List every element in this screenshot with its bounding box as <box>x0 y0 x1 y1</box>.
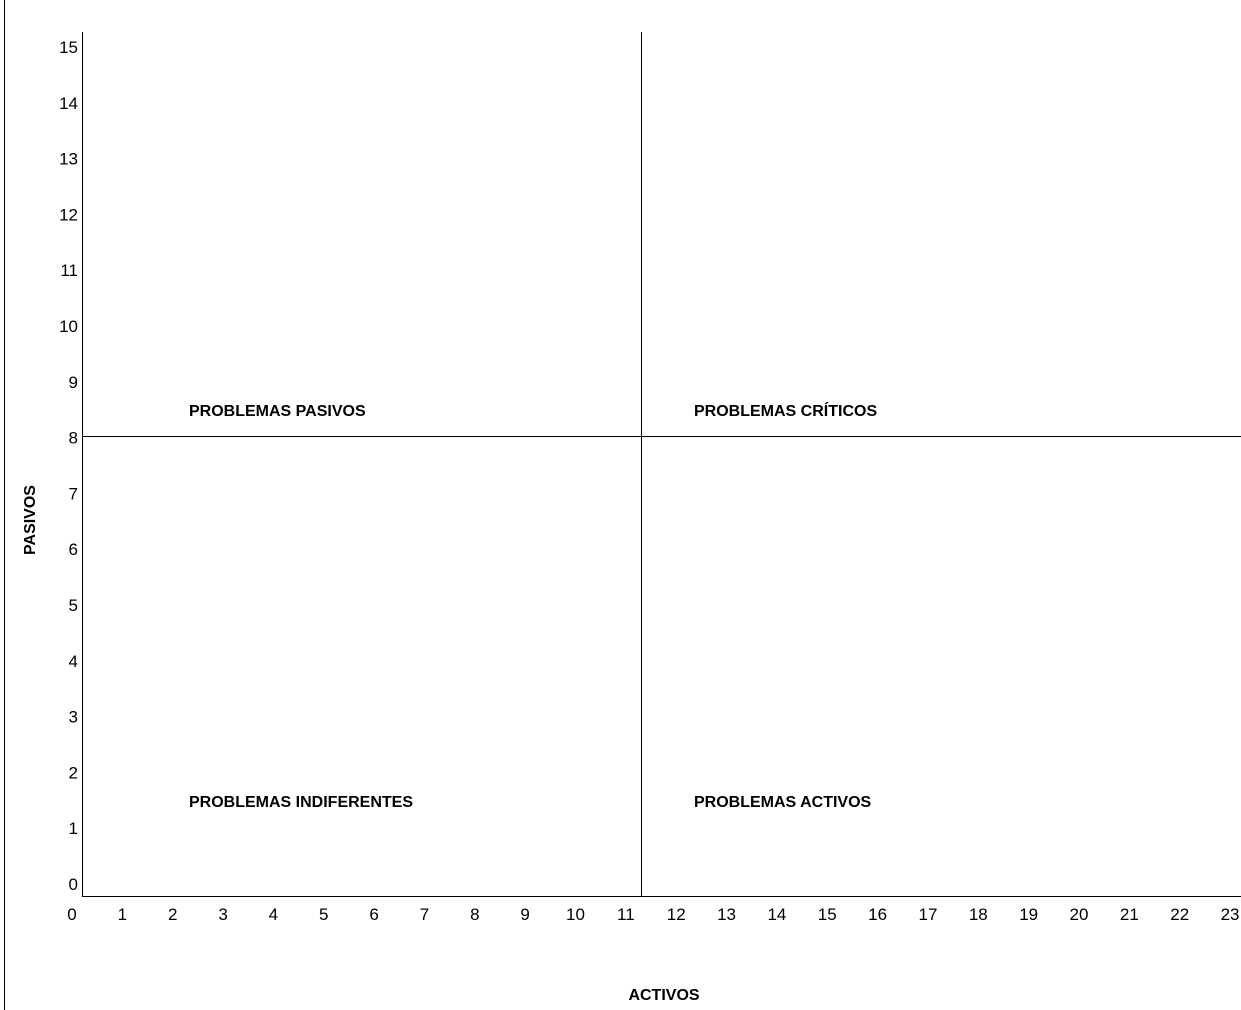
y-tick-label: 7 <box>69 484 78 503</box>
x-tick-label: 21 <box>1120 905 1139 924</box>
quadrant-label-bottom-right: PROBLEMAS ACTIVOS <box>694 794 872 811</box>
y-axis-title: PASIVOS <box>22 485 39 555</box>
x-tick-label: 3 <box>218 905 227 924</box>
y-tick-label: 10 <box>59 317 78 336</box>
x-tick-label: 8 <box>470 905 479 924</box>
x-tick-label: 15 <box>818 905 837 924</box>
quadrant-label-top-right: PROBLEMAS CRÍTICOS <box>694 401 877 420</box>
x-tick-label: 18 <box>969 905 988 924</box>
x-tick-label: 14 <box>767 905 786 924</box>
x-tick-label: 12 <box>667 905 686 924</box>
y-tick-label: 11 <box>60 261 78 280</box>
y-tick-label: 9 <box>69 373 78 392</box>
x-tick-label: 13 <box>717 905 736 924</box>
x-tick-label: 1 <box>118 905 127 924</box>
quadrant-label-bottom-left: PROBLEMAS INDIFERENTES <box>189 794 413 811</box>
y-tick-label: 1 <box>69 819 78 838</box>
x-tick-label: 0 <box>67 905 76 924</box>
x-tick-labels: 0 1 2 3 4 5 6 7 8 9 10 11 12 13 14 15 16 17 18 19 20 21 22 23 <box>67 905 1239 924</box>
y-tick-label: 6 <box>69 540 78 559</box>
x-tick-label: 11 <box>617 905 635 924</box>
x-axis-title: ACTIVOS <box>628 987 699 1004</box>
x-tick-label: 23 <box>1221 905 1240 924</box>
x-tick-label: 22 <box>1170 905 1189 924</box>
y-tick-label: 14 <box>59 94 78 113</box>
y-tick-label: 0 <box>69 875 78 894</box>
y-tick-label: 3 <box>69 708 78 727</box>
x-tick-label: 16 <box>868 905 887 924</box>
y-tick-label: 2 <box>69 763 78 782</box>
y-tick-label: 4 <box>69 652 78 671</box>
x-tick-label: 2 <box>168 905 177 924</box>
x-tick-label: 19 <box>1019 905 1038 924</box>
y-tick-label: 5 <box>69 596 78 615</box>
x-tick-label: 7 <box>420 905 429 924</box>
x-tick-label: 9 <box>520 905 529 924</box>
x-tick-label: 6 <box>369 905 378 924</box>
x-tick-label: 20 <box>1070 905 1089 924</box>
y-tick-label: 8 <box>69 429 78 448</box>
y-tick-label: 13 <box>59 150 78 169</box>
x-tick-label: 17 <box>918 905 937 924</box>
y-tick-label: 12 <box>59 205 78 224</box>
x-tick-label: 10 <box>566 905 585 924</box>
y-tick-label: 15 <box>59 38 78 57</box>
quadrant-label-top-left: PROBLEMAS PASIVOS <box>189 403 366 420</box>
x-tick-label: 5 <box>319 905 328 924</box>
x-tick-label: 4 <box>269 905 278 924</box>
